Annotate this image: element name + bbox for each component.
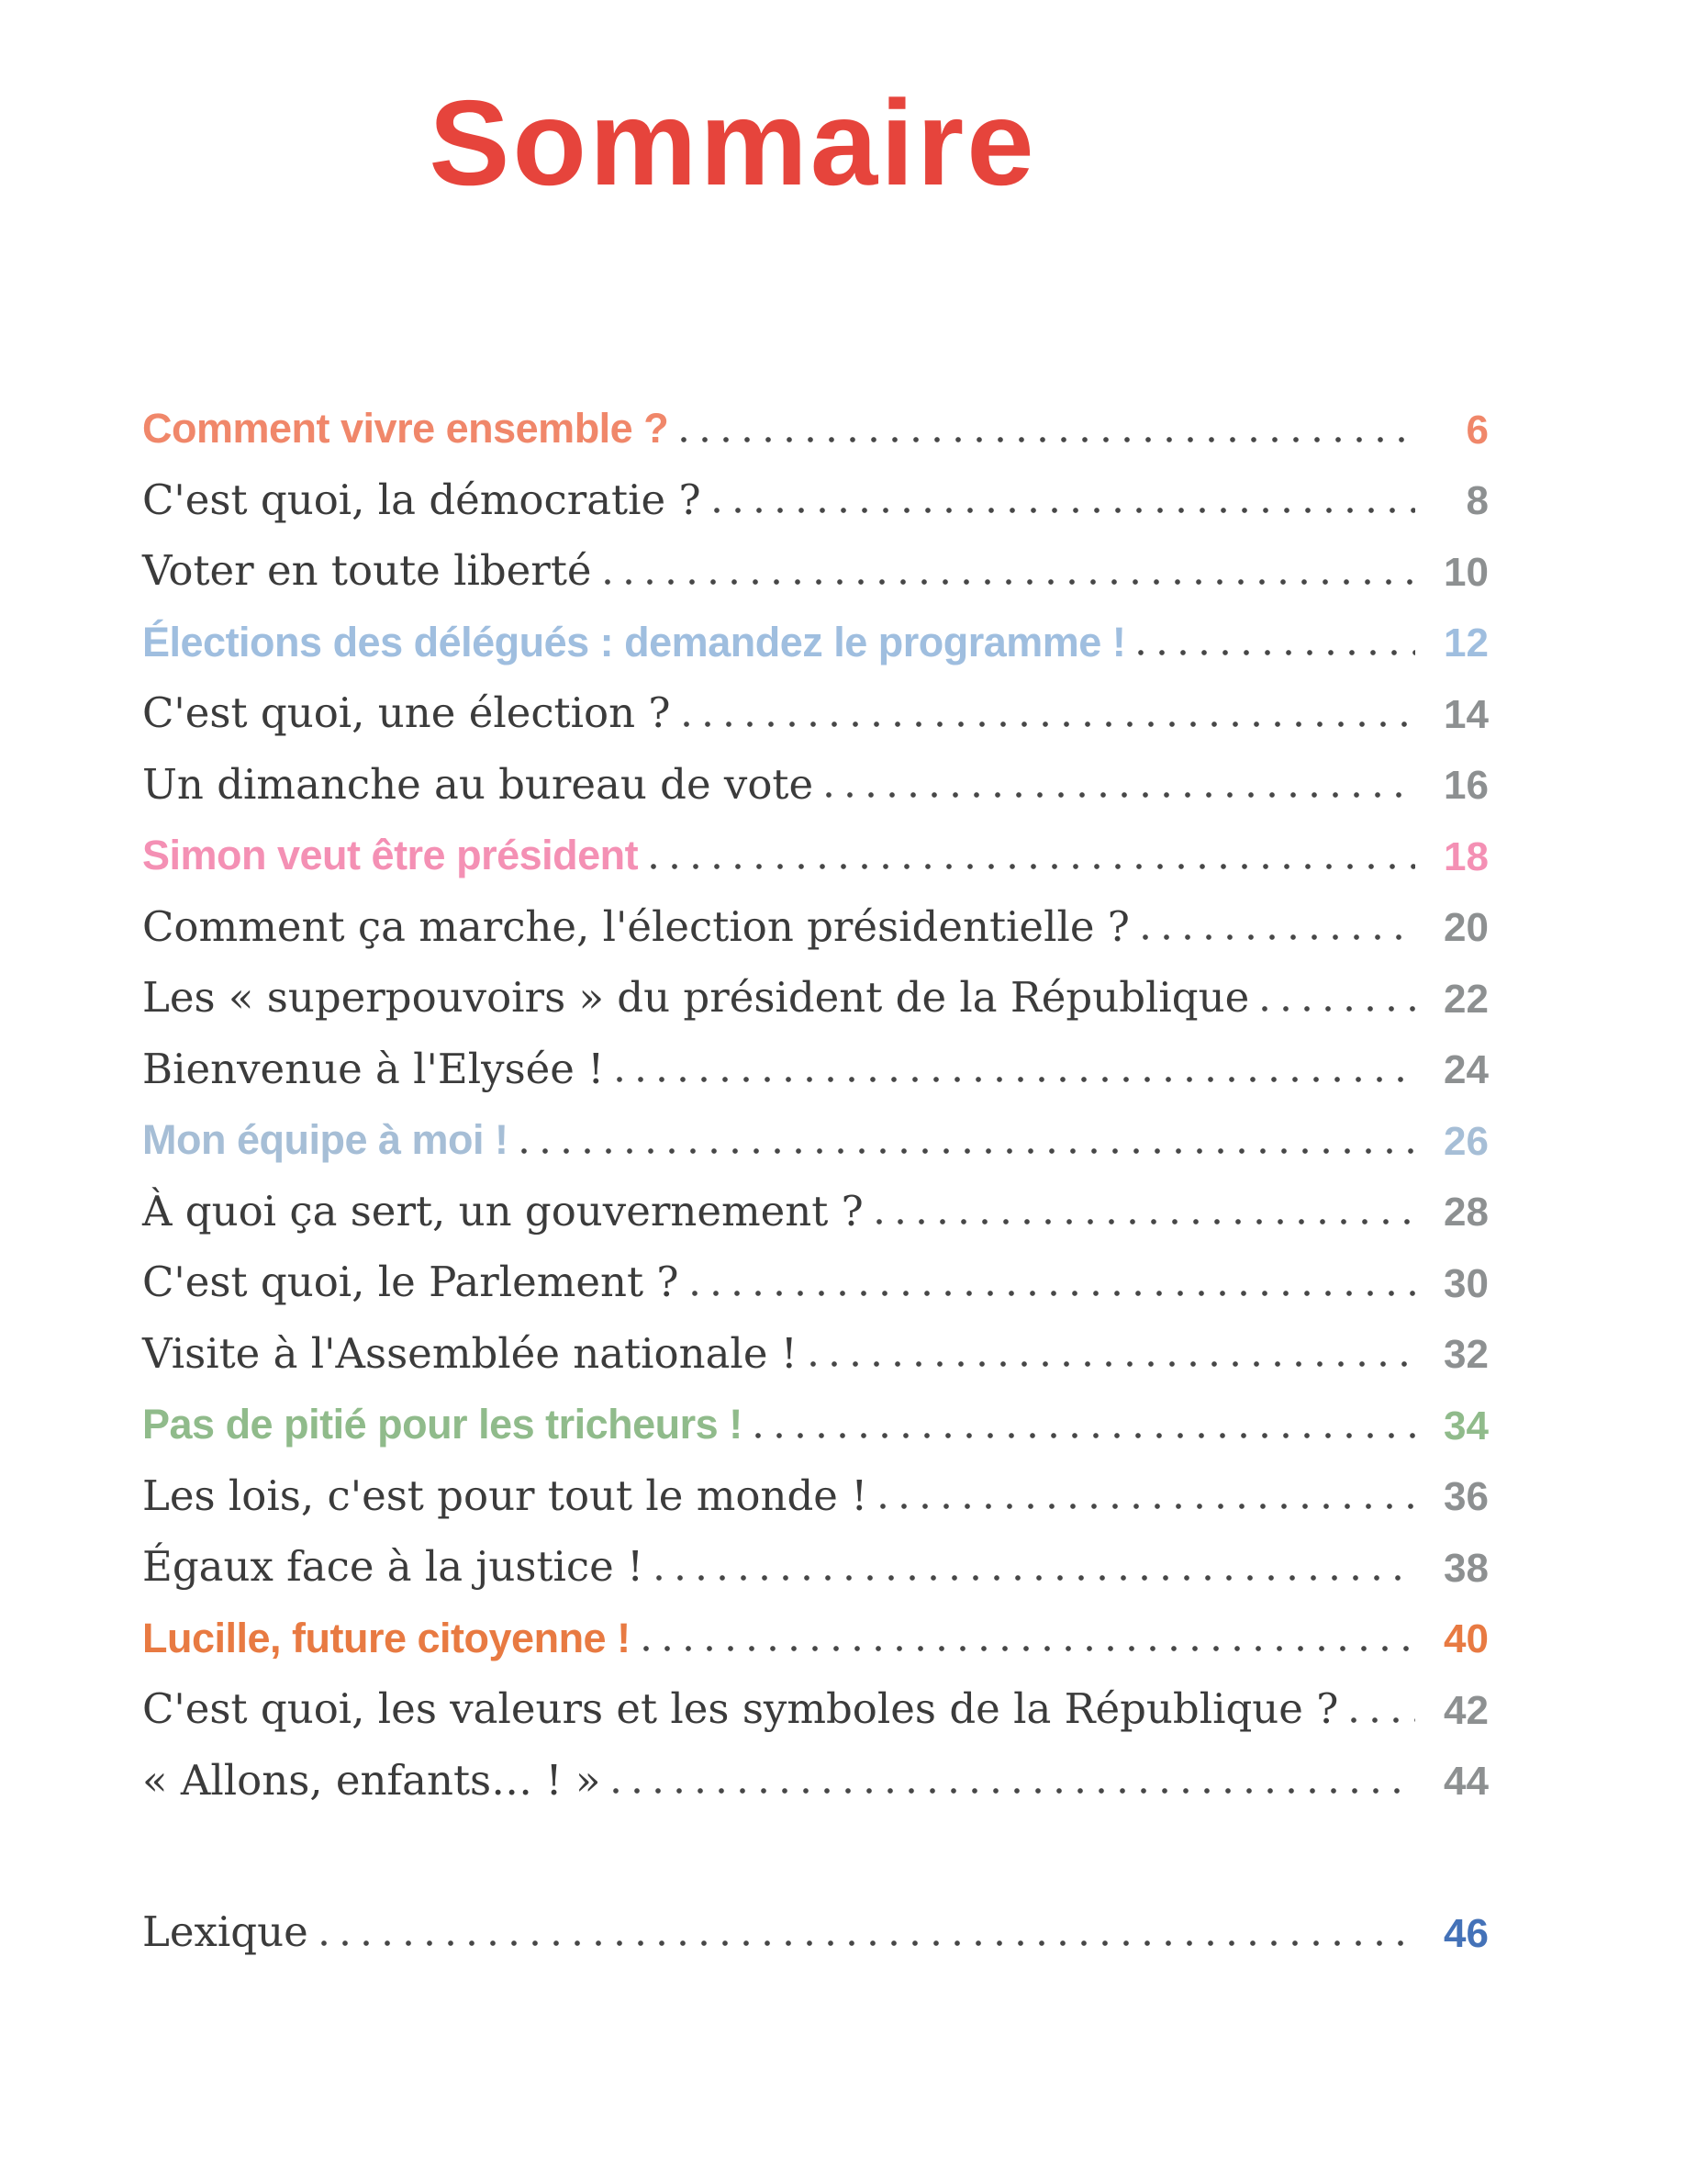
dot-leader	[1142, 934, 1415, 941]
toc-entry: Comment ça marche, l'élection présidenti…	[142, 878, 1489, 950]
toc-entry: « Allons, enfants… ! » 44	[142, 1732, 1489, 1804]
dot-leader	[320, 1940, 1415, 1946]
toc-entry: Un dimanche au bureau de vote 16	[142, 736, 1489, 808]
entry-page: 24	[1444, 1047, 1489, 1093]
entry-page: 20	[1444, 905, 1489, 951]
toc-entry: Mon équipe à moi ! 26	[142, 1091, 1489, 1163]
entry-label: C'est quoi, le Parlement ?	[142, 1258, 679, 1307]
toc-entry: Les lois, c'est pour tout le monde ! 36	[142, 1448, 1489, 1519]
toc-entry: Les « superpouvoirs » du président de la…	[142, 949, 1489, 1021]
entry-label: Un dimanche au bureau de vote	[142, 759, 814, 809]
dot-leader	[604, 578, 1415, 585]
toc-entry: Simon veut être président 18	[142, 807, 1489, 878]
entry-label: Les « superpouvoirs » du président de la…	[142, 973, 1250, 1023]
entry-page: 26	[1444, 1118, 1489, 1164]
entry-page: 6	[1466, 407, 1489, 453]
dot-leader	[651, 863, 1415, 869]
entry-page: 10	[1444, 549, 1489, 595]
entry-label: Voter en toute liberté	[142, 546, 592, 596]
toc-entry: Élections des délégués : demandez le pro…	[142, 594, 1489, 665]
entry-label: Comment vivre ensemble ?	[142, 405, 669, 453]
dot-leader	[809, 1361, 1415, 1368]
toc-entry: Voter en toute liberté 10	[142, 522, 1489, 594]
entry-page: 32	[1444, 1332, 1489, 1378]
entry-label: Lexique	[142, 1907, 308, 1957]
entry-label: Élections des délégués : demandez le pro…	[142, 618, 1126, 665]
dot-leader	[617, 1077, 1415, 1083]
toc-entry: Visite à l'Assemblée nationale ! 32	[142, 1305, 1489, 1377]
toc-entry: Bienvenue à l'Elysée ! 24	[142, 1021, 1489, 1092]
dot-leader	[880, 1504, 1415, 1510]
toc-entry: Lucille, future citoyenne ! 40	[142, 1590, 1489, 1661]
entry-page: 16	[1444, 763, 1489, 809]
entry-page: 14	[1444, 691, 1489, 737]
entry-label: Égaux face à la justice !	[142, 1542, 644, 1592]
entry-label: « Allons, enfants… ! »	[142, 1755, 601, 1805]
dot-leader	[1351, 1716, 1415, 1723]
dot-leader	[656, 1574, 1415, 1581]
dot-leader	[681, 436, 1415, 442]
dot-leader	[876, 1219, 1415, 1225]
toc-entry: C'est quoi, une élection ? 14	[142, 665, 1489, 736]
entry-label: Simon veut être président	[142, 832, 639, 879]
toc-entry: C'est quoi, le Parlement ? 30	[142, 1234, 1489, 1305]
dot-leader	[826, 792, 1415, 799]
dot-leader	[713, 508, 1415, 514]
entry-label: À quoi ça sert, un gouvernement ?	[142, 1186, 864, 1236]
entry-page: 12	[1444, 621, 1489, 666]
entry-page: 34	[1444, 1403, 1489, 1448]
toc-entry: À quoi ça sert, un gouvernement ? 28	[142, 1163, 1489, 1235]
dot-leader	[1138, 650, 1415, 656]
dot-leader	[520, 1147, 1415, 1154]
entry-page: 8	[1466, 478, 1489, 524]
entry-label: Comment ça marche, l'élection présidenti…	[142, 901, 1130, 951]
entry-label: C'est quoi, les valeurs et les symboles …	[142, 1684, 1339, 1734]
entry-page: 40	[1444, 1616, 1489, 1662]
dot-leader	[683, 721, 1415, 727]
toc-entry: Pas de pitié pour les tricheurs ! 34	[142, 1376, 1489, 1448]
entry-page: 30	[1444, 1260, 1489, 1306]
entry-label: Pas de pitié pour les tricheurs !	[142, 1401, 742, 1448]
dot-leader	[691, 1290, 1415, 1296]
toc-entry: Égaux face à la justice ! 38	[142, 1518, 1489, 1590]
toc-entry: Comment vivre ensemble ? 6	[142, 380, 1489, 452]
entry-label: Les lois, c'est pour tout le monde !	[142, 1470, 868, 1520]
toc-list: Comment vivre ensemble ? 6 C'est quoi, l…	[142, 380, 1489, 1803]
toc-entry: C'est quoi, les valeurs et les symboles …	[142, 1660, 1489, 1732]
dot-leader	[613, 1788, 1415, 1795]
entry-label: Mon équipe à moi !	[142, 1116, 508, 1164]
lexique-row: Lexique 46	[142, 1884, 1489, 1955]
entry-label: Visite à l'Assemblée nationale !	[142, 1328, 798, 1378]
entry-page: 42	[1444, 1687, 1489, 1733]
dot-leader	[754, 1432, 1415, 1438]
dot-leader	[642, 1646, 1415, 1652]
toc-entry: C'est quoi, la démocratie ? 8	[142, 452, 1489, 523]
entry-label: C'est quoi, la démocratie ?	[142, 475, 701, 524]
dot-leader	[1262, 1005, 1415, 1012]
page-title: Sommaire	[429, 75, 1037, 210]
entry-label: Bienvenue à l'Elysée !	[142, 1044, 605, 1093]
entry-page: 44	[1444, 1759, 1489, 1805]
entry-page: 36	[1444, 1474, 1489, 1520]
entry-page: 28	[1444, 1190, 1489, 1236]
entry-page: 46	[1444, 1910, 1489, 1956]
entry-page: 18	[1444, 833, 1489, 879]
entry-page: 22	[1444, 976, 1489, 1022]
entry-page: 38	[1444, 1545, 1489, 1591]
entry-label: C'est quoi, une élection ?	[142, 688, 671, 738]
entry-label: Lucille, future citoyenne !	[142, 1614, 631, 1661]
